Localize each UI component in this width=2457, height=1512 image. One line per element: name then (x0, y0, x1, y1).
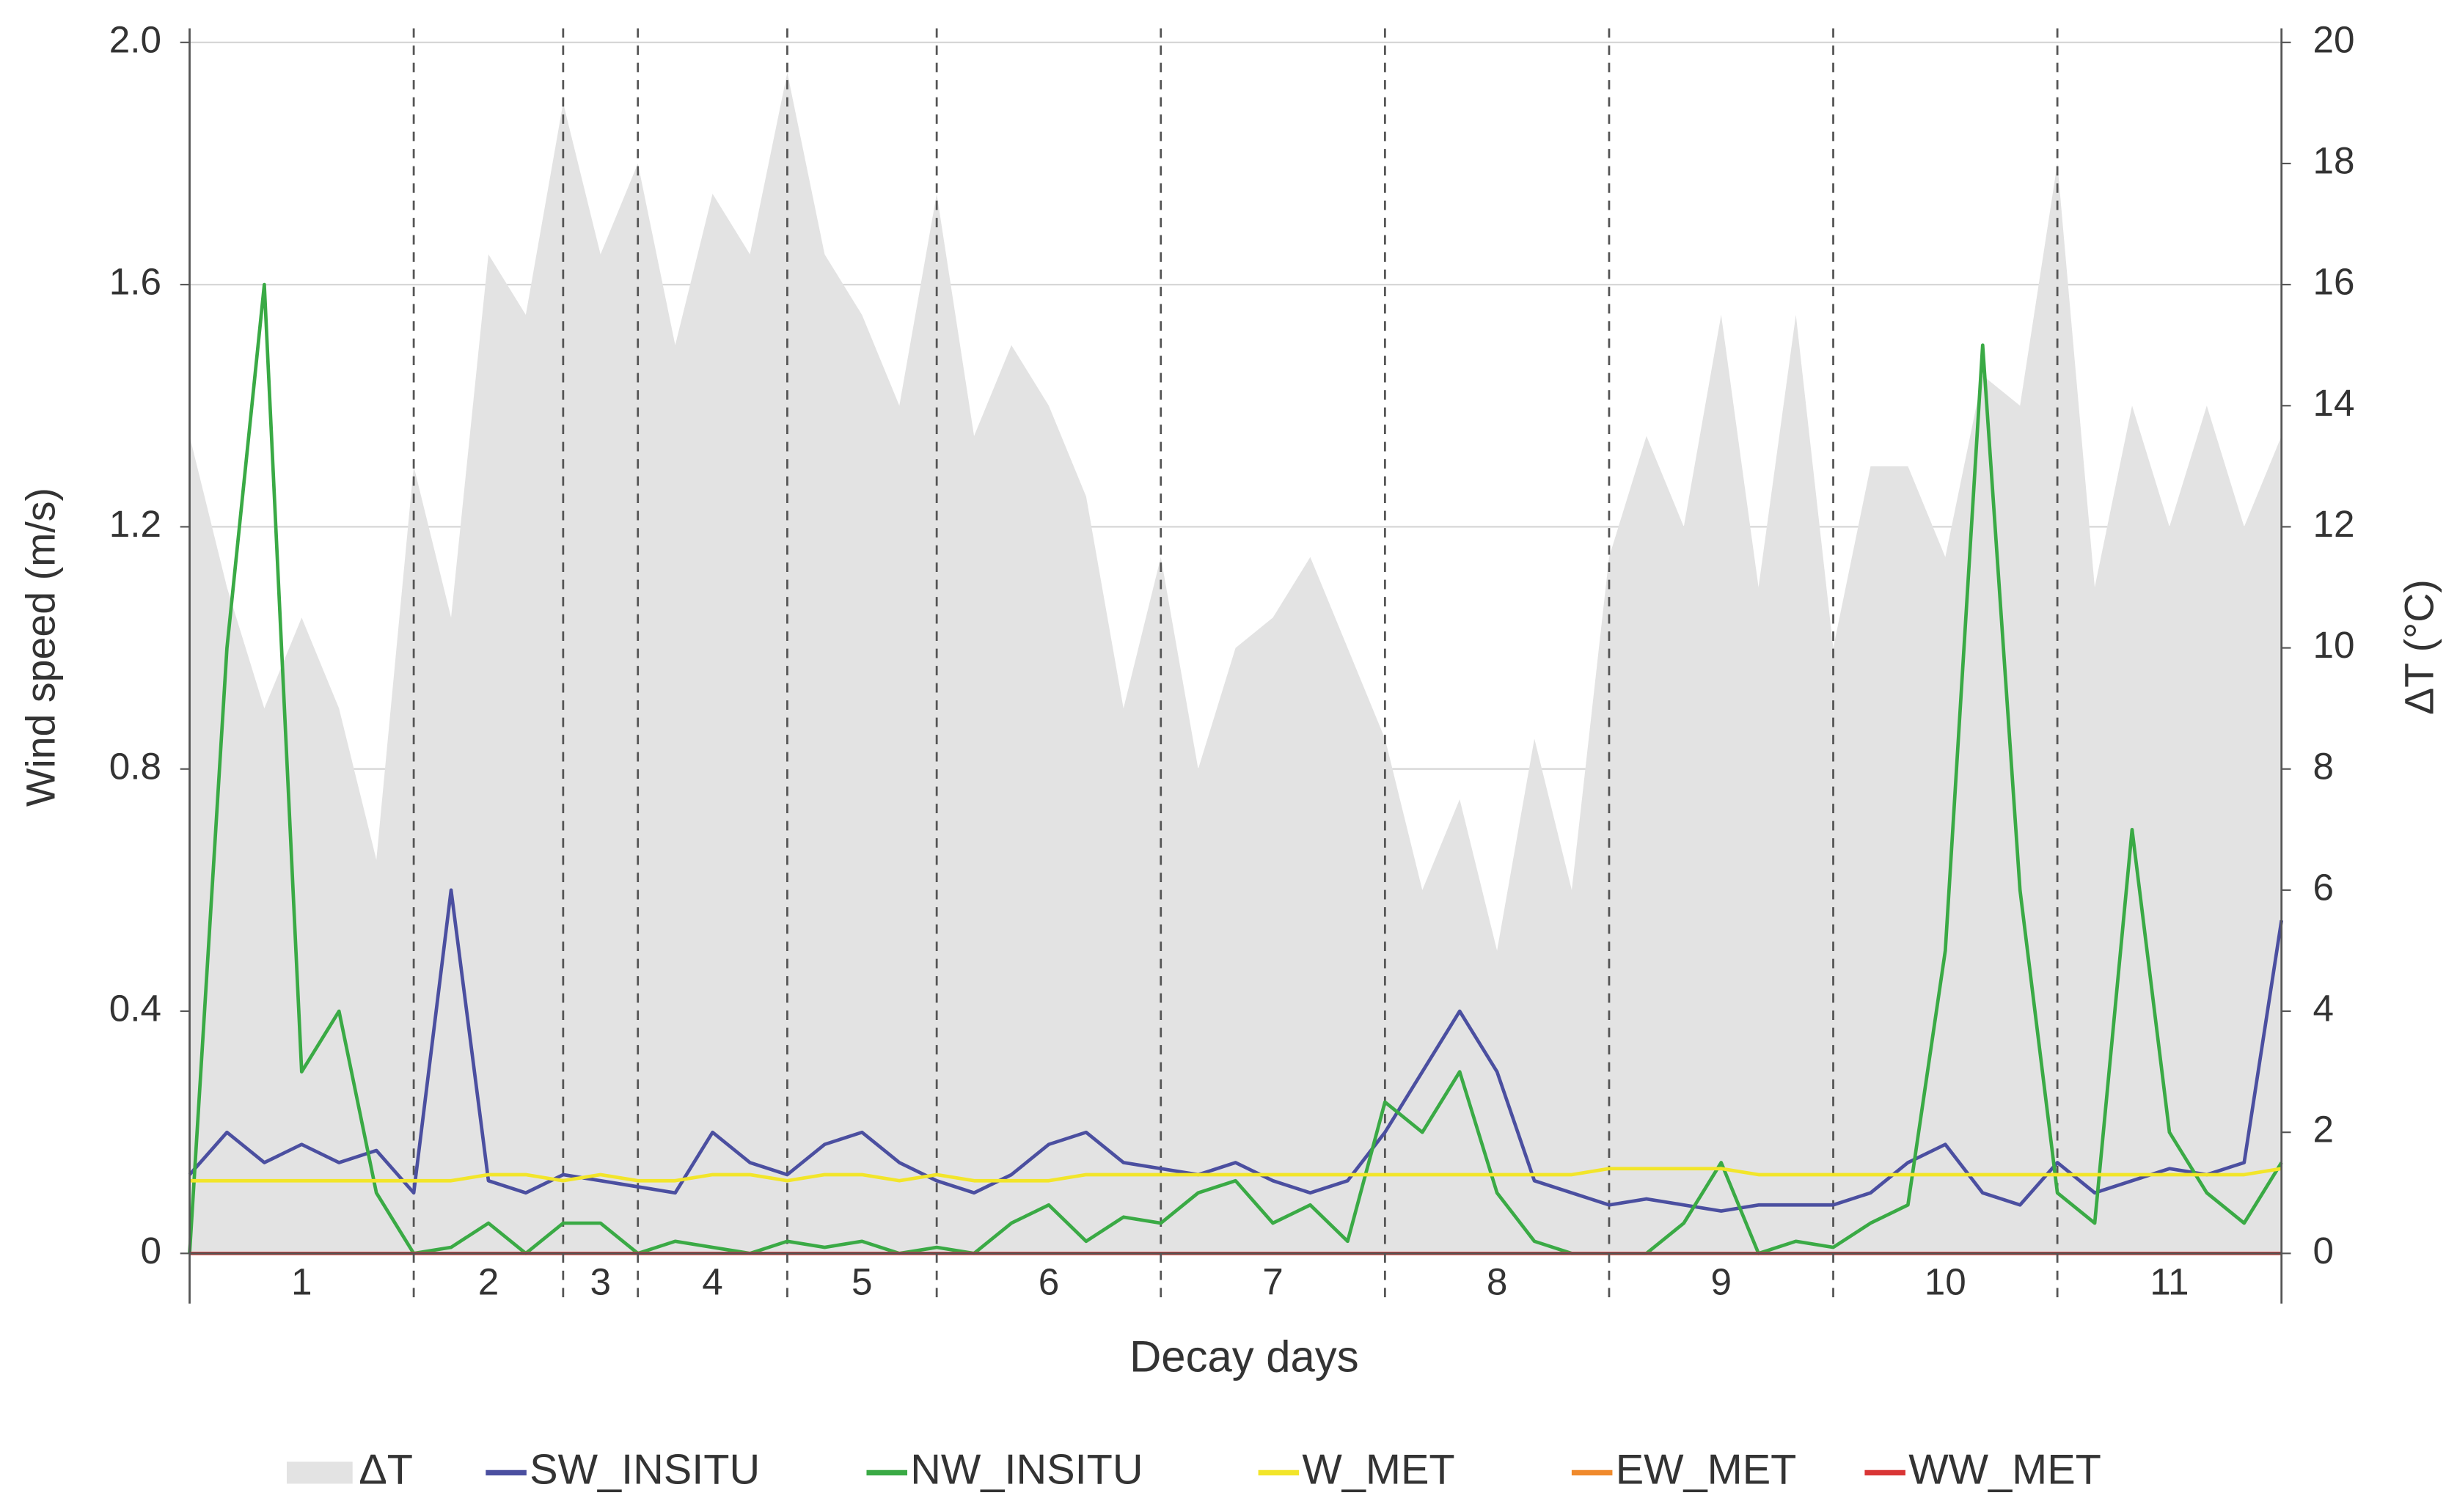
x-tick-label: 2 (478, 1261, 499, 1303)
y2-tick-label: 16 (2313, 261, 2354, 303)
y2-tick-label: 14 (2313, 382, 2354, 424)
y2-tick-label: 10 (2313, 624, 2354, 666)
legend-label: NW_INSITU (910, 1447, 1143, 1494)
y-tick-label: 1.6 (109, 261, 161, 303)
y2-tick-label: 6 (2313, 866, 2334, 908)
x-tick-label: 4 (702, 1261, 723, 1303)
y-tick-label: 2.0 (109, 18, 161, 60)
legend-label: W_MET (1302, 1447, 1454, 1494)
line (188, 282, 2283, 1255)
y-tick-label: 1.2 (109, 503, 161, 545)
x-tick-label: 1 (291, 1261, 312, 1303)
y-tick-label: 0 (141, 1230, 162, 1271)
y-axis-label: Wind speed (m/s) (18, 488, 63, 807)
legend-label: ΔT (359, 1447, 413, 1494)
legend-label: EW_MET (1616, 1447, 1797, 1494)
x-axis-label: Decay days (1129, 1332, 1359, 1381)
line (189, 1167, 2282, 1183)
y2-axis-label: ΔT (°C) (2397, 579, 2442, 715)
x-tick-label: 10 (1925, 1261, 1966, 1303)
legend-swatch (286, 1461, 353, 1484)
y2-tick-label: 12 (2313, 503, 2354, 545)
x-tick-label: 11 (2150, 1261, 2189, 1303)
plot-data (188, 28, 2284, 1255)
legend-label: WW_MET (1908, 1447, 2101, 1494)
y2-tick-label: 18 (2313, 140, 2354, 182)
area (189, 73, 2282, 1254)
y2-tick-label: 2 (2313, 1109, 2334, 1150)
line (188, 888, 2284, 1213)
x-tick-label: 7 (1262, 1261, 1284, 1303)
y2-tick-label: 20 (2313, 18, 2354, 60)
y2-tick-label: 0 (2313, 1230, 2334, 1271)
x-tick-label: 8 (1487, 1261, 1508, 1303)
x-tick-label: 3 (590, 1261, 612, 1303)
legend-label: SW_INSITU (530, 1447, 760, 1494)
x-tick-label: 5 (852, 1261, 873, 1303)
y2-tick-label: 8 (2313, 745, 2334, 787)
legend: ΔT SW_INSITU NW_INSITU W_MET EW_MET WW_MET (286, 1447, 2101, 1494)
y-tick-label: 0.4 (109, 988, 161, 1030)
y2-tick-label: 4 (2313, 988, 2334, 1030)
x-tick-label: 9 (1710, 1261, 1732, 1303)
y-tick-label: 0.8 (109, 745, 161, 787)
x-tick-label: 6 (1039, 1261, 1060, 1303)
